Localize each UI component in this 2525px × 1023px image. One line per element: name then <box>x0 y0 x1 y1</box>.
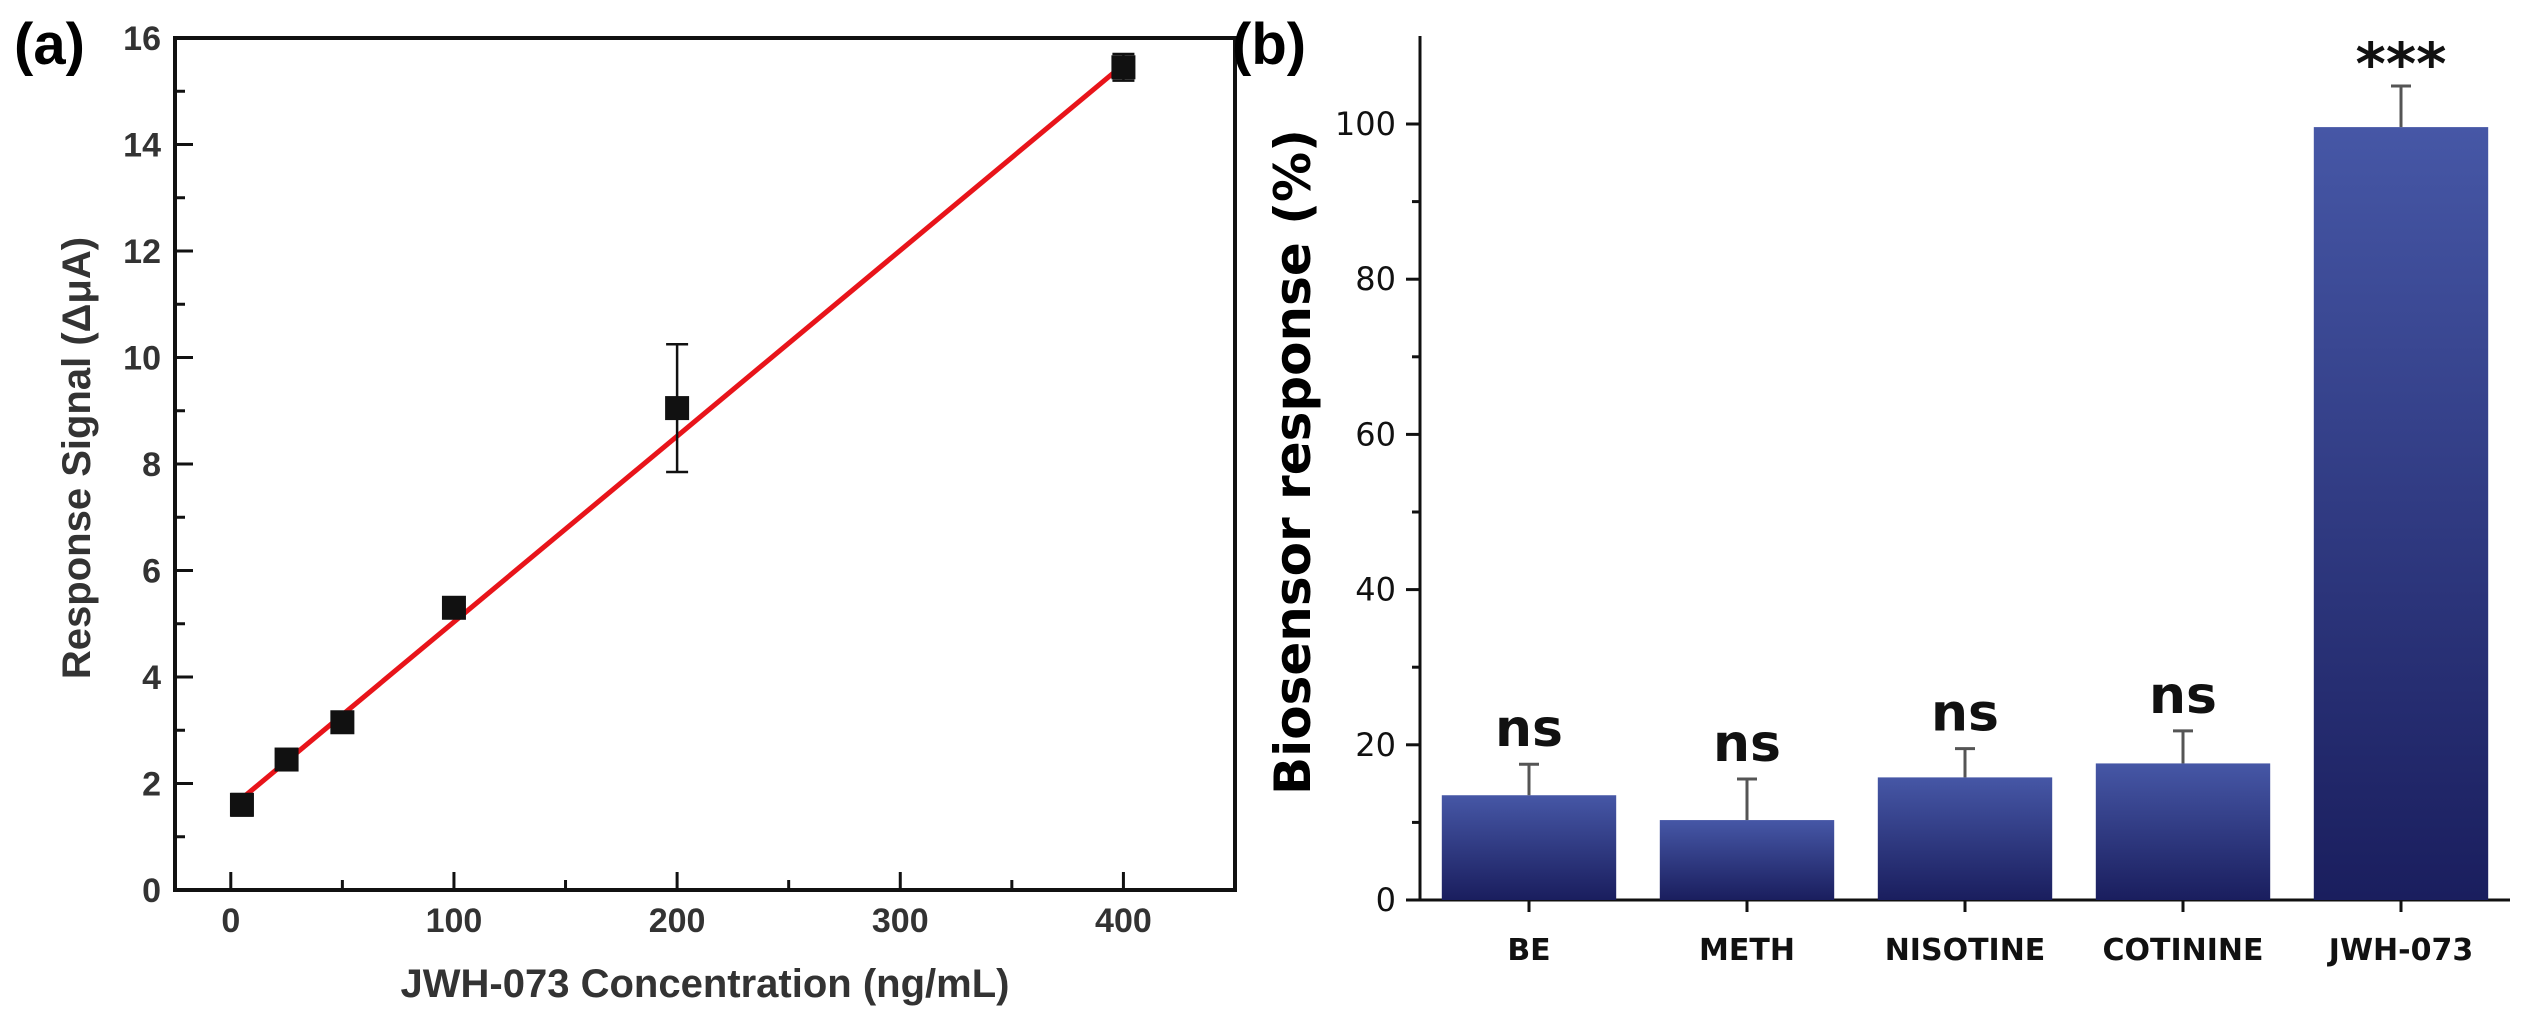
y-tick-label-a: 4 <box>142 659 161 697</box>
plot-area-a <box>173 36 1237 892</box>
significance-label: *** <box>2356 30 2447 98</box>
data-marks-b: ns ns ns ns *** <box>1441 30 2489 900</box>
x-axis-title-a: JWH-073 Concentration (ng/mL) <box>401 962 1010 1006</box>
y-tick-label-b: 0 <box>1376 881 1396 919</box>
axis-ticks-b <box>1406 122 2403 912</box>
x-category-label-b: BE <box>1507 933 1550 968</box>
bar <box>2313 127 2489 900</box>
panel-b-label: (b) <box>1232 12 1306 77</box>
y-tick-label-b: 80 <box>1355 260 1396 298</box>
data-marks-a <box>229 52 1136 817</box>
data-point <box>665 396 690 421</box>
x-tick-label-a: 300 <box>872 902 929 940</box>
bar <box>1877 777 2053 900</box>
y-tick-label-a: 16 <box>123 20 161 58</box>
y-tick-label-a: 6 <box>142 553 161 591</box>
y-tick-label-a: 10 <box>123 340 161 378</box>
bar <box>1659 820 1835 900</box>
x-tick-label-a: 0 <box>221 902 240 940</box>
data-point <box>330 710 355 735</box>
significance-label: ns <box>1495 699 1563 759</box>
y-tick-label-b: 20 <box>1355 726 1396 764</box>
data-point <box>441 595 466 620</box>
x-category-label-b: METH <box>1699 933 1795 968</box>
y-axis-title-b: Biosensor response (%) <box>1264 129 1322 795</box>
chart-b: (b) 0 20 40 60 80 100 BE METH NISOTINE COTININE JW… <box>1232 12 2510 968</box>
data-point <box>274 747 299 772</box>
fit-line <box>240 62 1126 801</box>
y-tick-label-a: 0 <box>142 872 161 910</box>
bar <box>2095 763 2271 900</box>
y-tick-label-b: 100 <box>1335 105 1396 143</box>
y-tick-label-a: 8 <box>142 446 161 484</box>
y-tick-label-a: 2 <box>142 766 161 804</box>
significance-label: ns <box>1931 684 1999 744</box>
significance-label: ns <box>2149 666 2217 726</box>
y-axis-title-a: Response Signal (ΔμA) <box>55 237 99 679</box>
panel-a-label: (a) <box>14 12 85 77</box>
data-point <box>1111 55 1136 80</box>
y-tick-label-a: 12 <box>123 233 161 271</box>
data-point <box>229 792 254 817</box>
y-tick-label-b: 60 <box>1355 415 1396 453</box>
x-tick-label-a: 400 <box>1095 902 1152 940</box>
significance-label: ns <box>1713 714 1781 774</box>
x-category-label-b: JWH-073 <box>2327 933 2473 968</box>
axis-ticks-a <box>175 36 1125 892</box>
chart-a: (a) 0 100 200 300 400 0 2 4 6 8 10 12 14 16 JWH-073 C… <box>14 12 1237 1006</box>
x-category-label-b: COTININE <box>2102 933 2263 968</box>
y-tick-label-a: 14 <box>123 127 161 165</box>
tick-labels-a: 0 100 200 300 400 0 2 4 6 8 10 12 14 16 <box>123 20 1152 940</box>
bar <box>1441 795 1617 900</box>
x-category-label-b: NISOTINE <box>1885 933 2046 968</box>
x-tick-label-a: 200 <box>649 902 706 940</box>
tick-labels-b: 0 20 40 60 80 100 BE METH NISOTINE COTININE JWH-07… <box>1335 105 2473 968</box>
y-tick-label-b: 40 <box>1355 571 1396 609</box>
x-tick-label-a: 100 <box>426 902 483 940</box>
